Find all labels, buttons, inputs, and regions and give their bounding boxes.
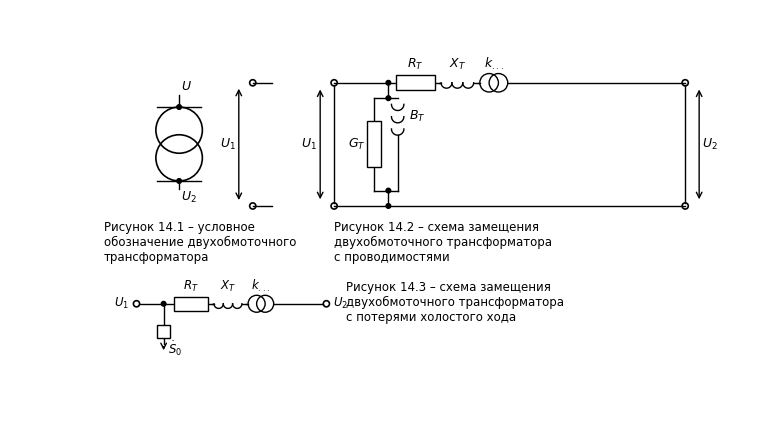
Text: $U_{\mathit{2}}$: $U_{\mathit{2}}$ xyxy=(702,137,718,152)
Text: $\dot{S}_{\mathit{0}}$: $\dot{S}_{\mathit{0}}$ xyxy=(167,339,181,358)
Text: Рисунок 14.2 – схема замещения
двухобмоточного трансформатора
с проводимостями: Рисунок 14.2 – схема замещения двухобмот… xyxy=(334,221,552,264)
Text: $G_{\mathit{T}}$: $G_{\mathit{T}}$ xyxy=(347,137,365,152)
Text: Рисунок 14.1 – условное
обозначение двухобмоточного
трансформатора: Рисунок 14.1 – условное обозначение двух… xyxy=(104,221,296,264)
Bar xyxy=(396,75,435,91)
Circle shape xyxy=(386,188,391,193)
Text: $U$: $U$ xyxy=(181,80,192,93)
Circle shape xyxy=(177,105,181,109)
Bar xyxy=(157,325,170,338)
Circle shape xyxy=(161,301,166,306)
Circle shape xyxy=(386,204,391,208)
Circle shape xyxy=(386,96,391,100)
Text: Рисунок 14.3 – схема замещения
двухобмоточного трансформатора
с потерями холосто: Рисунок 14.3 – схема замещения двухобмот… xyxy=(346,281,564,324)
Text: $U_{\mathit{2}}$: $U_{\mathit{2}}$ xyxy=(332,296,348,311)
Circle shape xyxy=(177,179,181,183)
Text: $X_{\mathit{T}}$: $X_{\mathit{T}}$ xyxy=(449,57,466,72)
Text: $R_{\mathit{T}}$: $R_{\mathit{T}}$ xyxy=(183,279,199,294)
Text: $U_{\mathit{1}}$: $U_{\mathit{1}}$ xyxy=(301,137,317,152)
Text: $R_{\mathit{T}}$: $R_{\mathit{T}}$ xyxy=(407,57,424,72)
Text: $U_{\mathit{1}}$: $U_{\mathit{1}}$ xyxy=(113,296,129,311)
Text: $X_{\mathit{T}}$: $X_{\mathit{T}}$ xyxy=(220,279,236,294)
Text: $U_{\mathit{2}}$: $U_{\mathit{2}}$ xyxy=(181,190,197,205)
Text: $k_{\mathit{...}}$: $k_{\mathit{...}}$ xyxy=(484,56,504,72)
Bar xyxy=(174,297,208,311)
Text: $B_{\mathit{T}}$: $B_{\mathit{T}}$ xyxy=(408,109,425,124)
Bar xyxy=(368,121,382,168)
Circle shape xyxy=(386,80,391,85)
Text: $k_{\mathit{...}}$: $k_{\mathit{...}}$ xyxy=(252,278,271,294)
Text: $U_{\mathit{1}}$: $U_{\mathit{1}}$ xyxy=(220,137,235,152)
